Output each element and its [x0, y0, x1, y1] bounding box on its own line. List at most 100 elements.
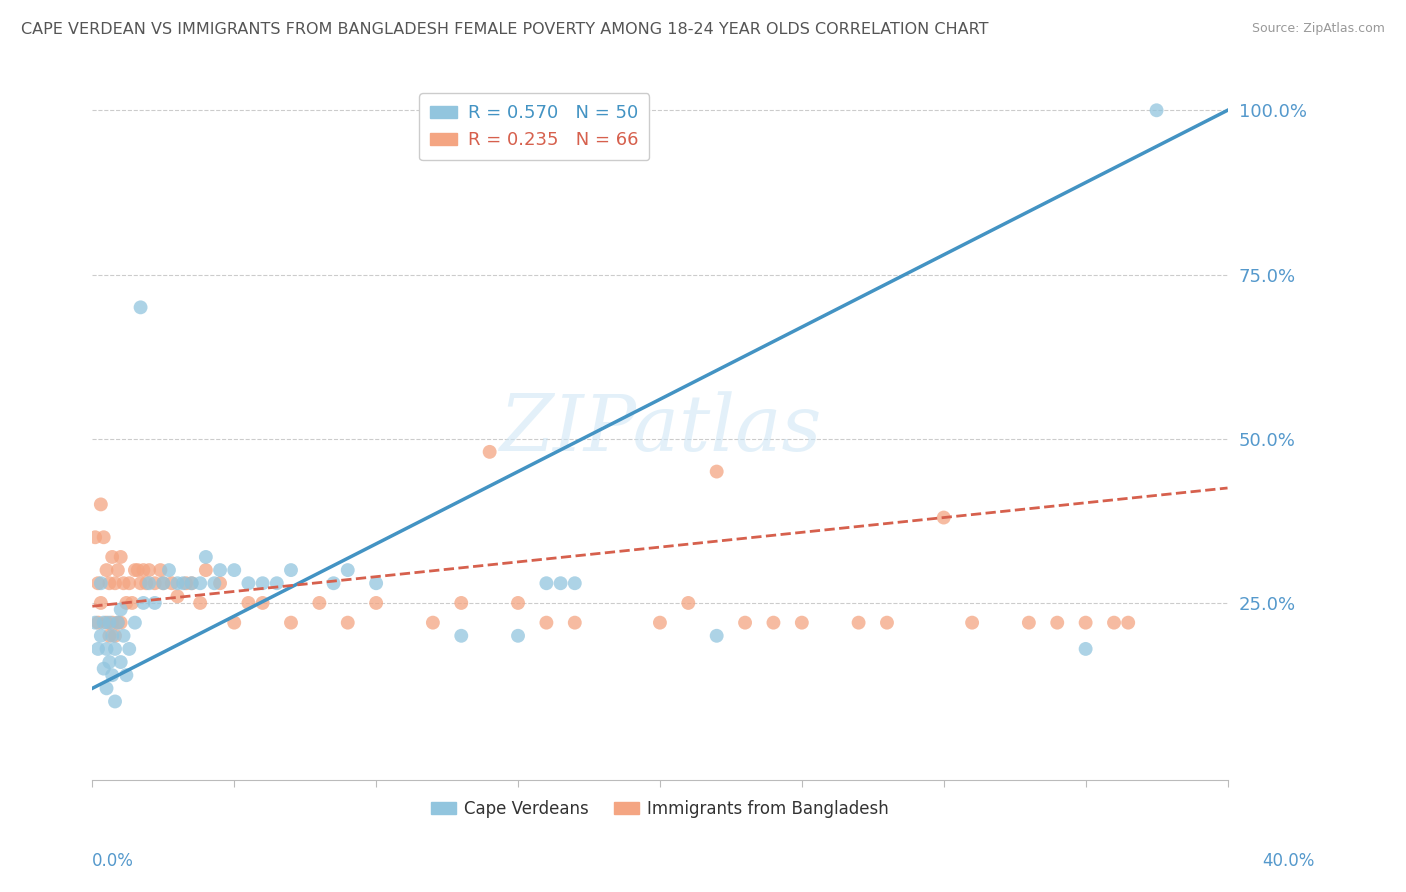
Point: [280, 615, 302, 630]
Point: [734, 615, 756, 630]
Point: [110, 655, 132, 669]
Point: [194, 549, 217, 564]
Point: [188, 596, 211, 610]
Point: [143, 576, 166, 591]
Point: [143, 596, 166, 610]
Point: [188, 576, 211, 591]
Point: [104, 641, 127, 656]
Point: [564, 576, 586, 591]
Point: [104, 629, 127, 643]
Point: [96, 563, 118, 577]
Point: [87, 641, 110, 656]
Point: [366, 596, 388, 610]
Point: [706, 629, 728, 643]
Point: [98, 576, 121, 591]
Point: [706, 465, 728, 479]
Point: [104, 694, 127, 708]
Point: [87, 615, 110, 630]
Point: [876, 615, 898, 630]
Point: [450, 596, 472, 610]
Point: [932, 510, 955, 524]
Point: [101, 549, 124, 564]
Point: [1046, 615, 1069, 630]
Text: 0.0%: 0.0%: [91, 852, 134, 870]
Point: [96, 681, 118, 696]
Point: [252, 576, 274, 591]
Point: [93, 530, 115, 544]
Text: 40.0%: 40.0%: [1263, 852, 1315, 870]
Point: [224, 615, 246, 630]
Point: [180, 576, 202, 591]
Point: [90, 497, 112, 511]
Point: [121, 596, 143, 610]
Point: [848, 615, 870, 630]
Point: [115, 596, 138, 610]
Point: [149, 563, 172, 577]
Point: [422, 615, 444, 630]
Point: [1116, 615, 1139, 630]
Point: [107, 615, 129, 630]
Point: [174, 576, 197, 591]
Point: [506, 629, 529, 643]
Point: [101, 629, 124, 643]
Point: [506, 596, 529, 610]
Point: [112, 576, 135, 591]
Point: [132, 596, 155, 610]
Point: [172, 576, 194, 591]
Point: [110, 602, 132, 616]
Point: [450, 629, 472, 643]
Point: [550, 576, 572, 591]
Point: [93, 662, 115, 676]
Point: [648, 615, 671, 630]
Point: [322, 576, 344, 591]
Point: [90, 629, 112, 643]
Point: [1074, 641, 1097, 656]
Point: [336, 563, 359, 577]
Point: [135, 576, 157, 591]
Text: CAPE VERDEAN VS IMMIGRANTS FROM BANGLADESH FEMALE POVERTY AMONG 18-24 YEAR OLDS : CAPE VERDEAN VS IMMIGRANTS FROM BANGLADE…: [21, 22, 988, 37]
Point: [98, 629, 121, 643]
Point: [166, 590, 188, 604]
Point: [138, 563, 160, 577]
Text: ZIPatlas: ZIPatlas: [499, 391, 821, 467]
Point: [124, 563, 146, 577]
Point: [110, 615, 132, 630]
Point: [308, 596, 330, 610]
Point: [238, 576, 260, 591]
Point: [96, 641, 118, 656]
Point: [112, 629, 135, 643]
Point: [536, 615, 558, 630]
Point: [166, 576, 188, 591]
Point: [152, 576, 174, 591]
Point: [678, 596, 700, 610]
Point: [93, 615, 115, 630]
Point: [960, 615, 983, 630]
Point: [96, 615, 118, 630]
Point: [266, 576, 288, 591]
Point: [1146, 103, 1168, 118]
Point: [90, 576, 112, 591]
Point: [124, 615, 146, 630]
Point: [110, 549, 132, 564]
Point: [160, 576, 183, 591]
Point: [238, 596, 260, 610]
Point: [280, 563, 302, 577]
Point: [84, 615, 107, 630]
Point: [209, 576, 232, 591]
Point: [107, 615, 129, 630]
Point: [129, 301, 152, 315]
Point: [98, 615, 121, 630]
Point: [129, 576, 152, 591]
Point: [90, 596, 112, 610]
Point: [478, 445, 501, 459]
Point: [536, 576, 558, 591]
Point: [104, 576, 127, 591]
Point: [1074, 615, 1097, 630]
Text: Source: ZipAtlas.com: Source: ZipAtlas.com: [1251, 22, 1385, 36]
Point: [336, 615, 359, 630]
Point: [118, 576, 141, 591]
Point: [98, 655, 121, 669]
Point: [224, 563, 246, 577]
Point: [157, 563, 180, 577]
Point: [564, 615, 586, 630]
